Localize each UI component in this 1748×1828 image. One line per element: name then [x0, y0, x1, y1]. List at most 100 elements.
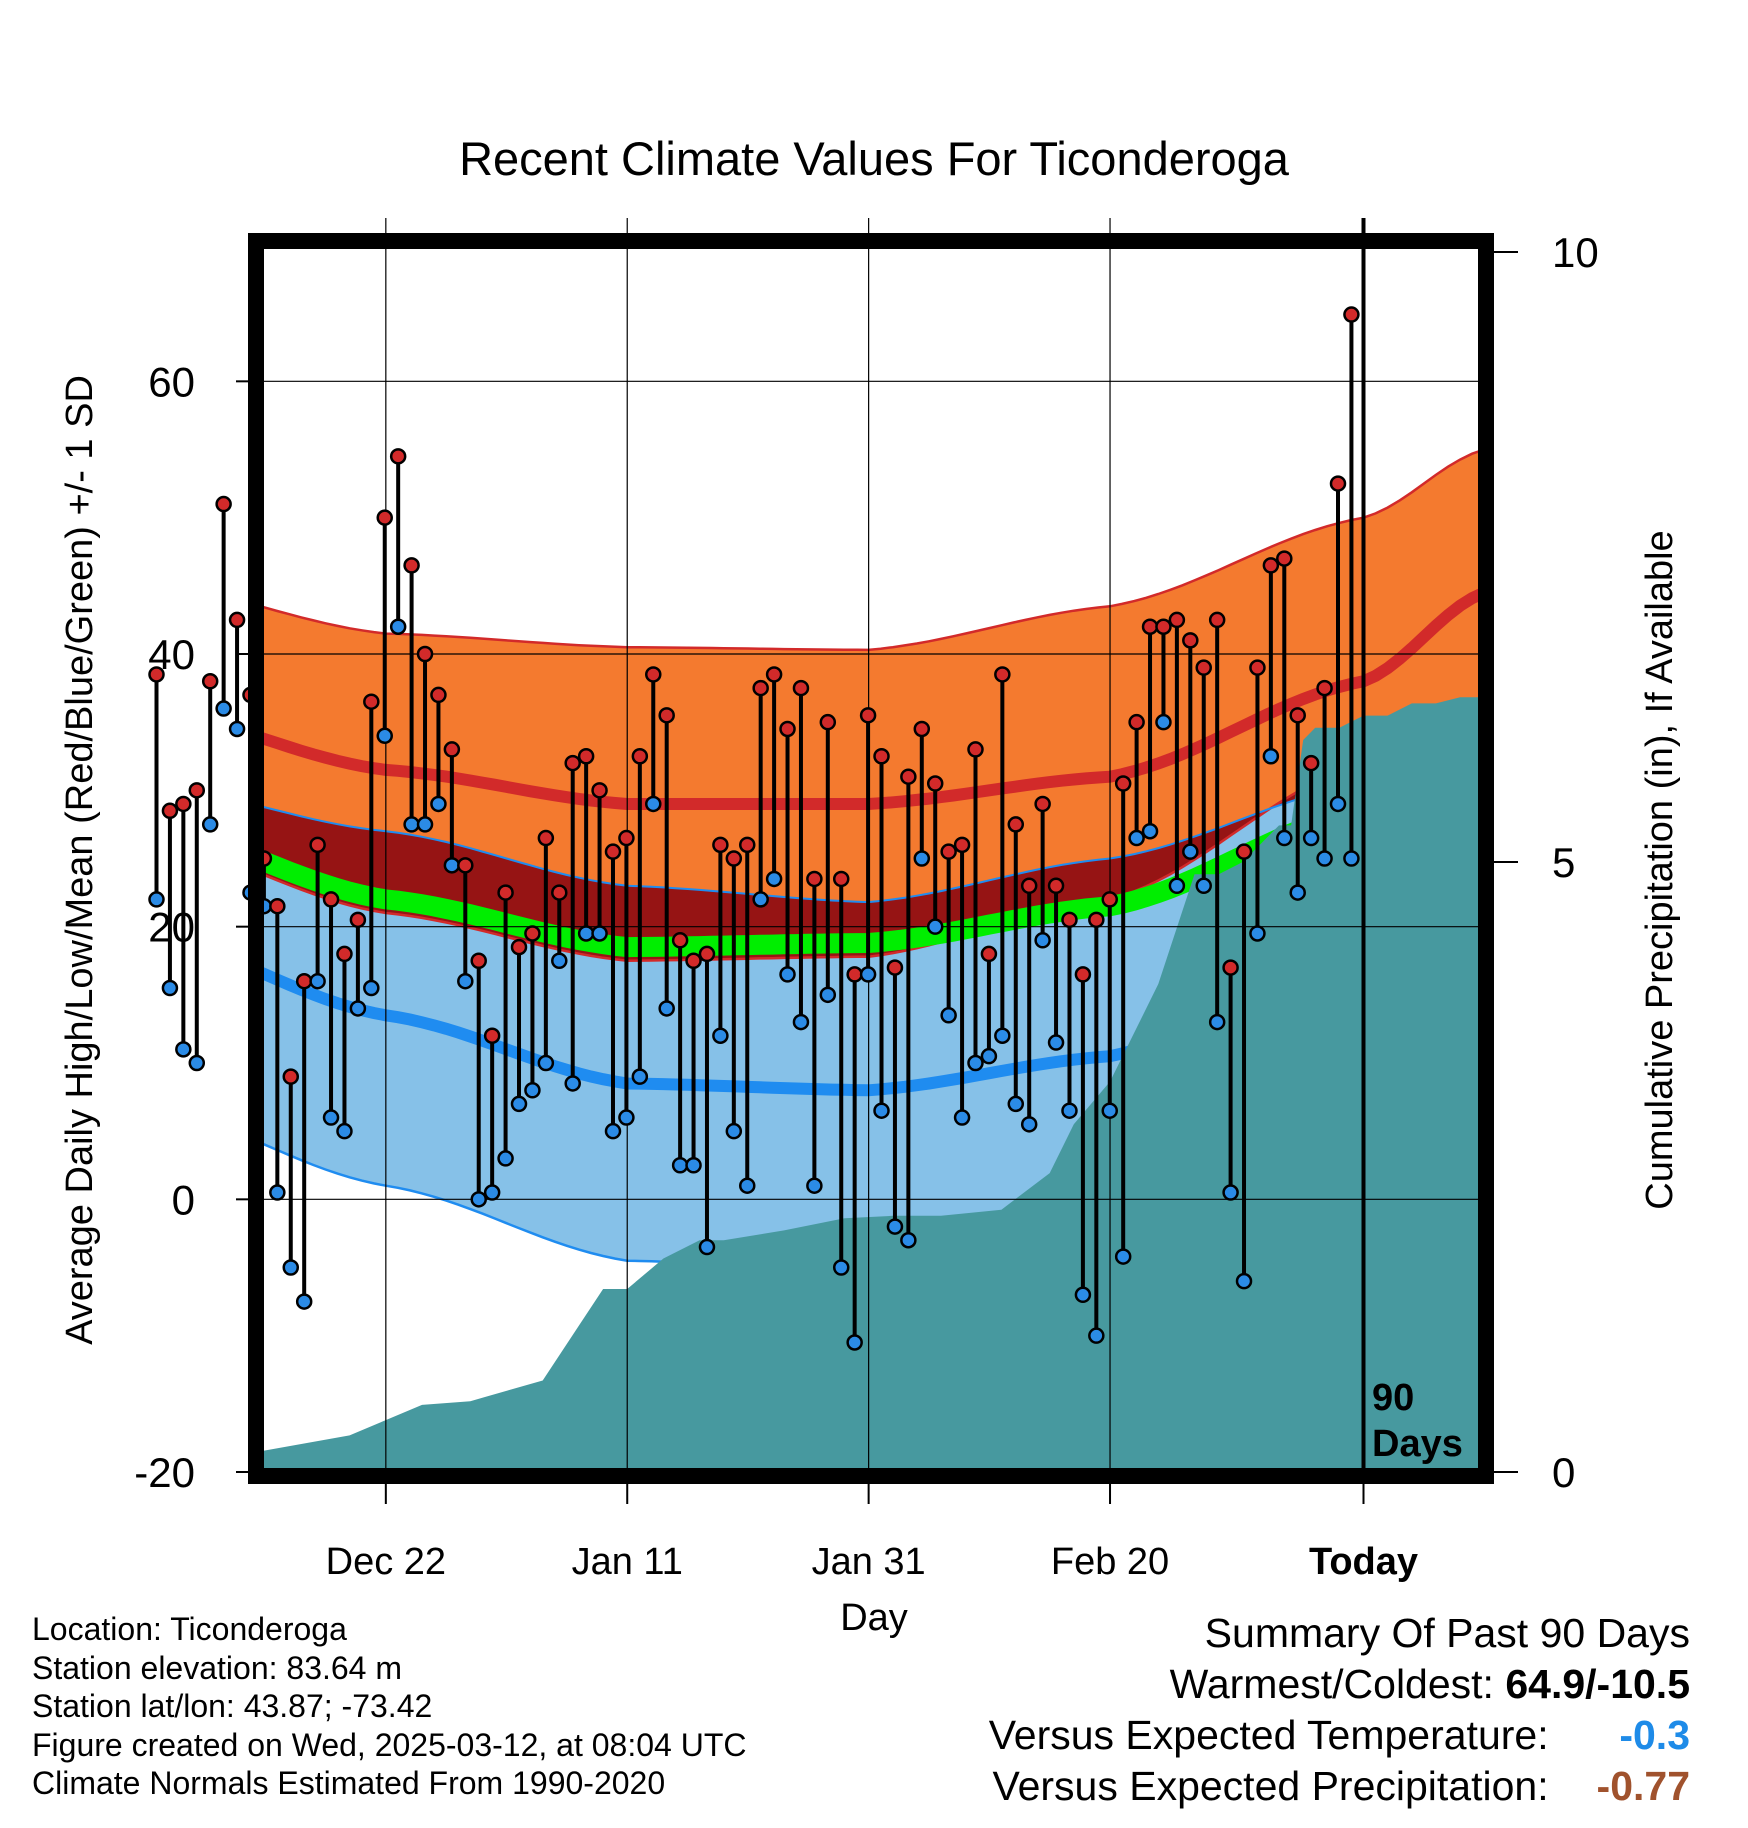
daily-high-point — [215, 495, 232, 513]
daily-high-point — [1182, 632, 1199, 649]
daily-high-point — [604, 843, 622, 860]
high-mean-line — [260, 587, 1482, 810]
daily-high-point — [1316, 679, 1333, 697]
daily-low-point — [1262, 748, 1280, 765]
daily-high-point — [792, 679, 810, 697]
daily-high-point — [1114, 775, 1132, 792]
y-axis-label: Average Daily High/Low/Mean (Red/Blue/Gr… — [59, 375, 101, 1345]
daily-low-point — [1222, 1184, 1239, 1201]
daily-low-point — [403, 816, 420, 833]
daily-high-point — [698, 945, 716, 963]
daily-low-point — [873, 1102, 890, 1119]
location-text: Location: Ticonderoga — [32, 1611, 347, 1647]
daily-low-point — [926, 918, 944, 935]
daily-high-point — [873, 748, 890, 765]
daily-low-point — [1114, 1248, 1132, 1265]
today-marker-label: Days — [1372, 1423, 1463, 1465]
daily-low-point — [631, 1068, 649, 1085]
warm-cold-label: Warmest/Coldest: — [1169, 1661, 1494, 1707]
daily-high-point — [363, 693, 380, 710]
daily-low-point — [577, 925, 595, 942]
daily-low-point — [228, 720, 246, 738]
daily-high-point — [577, 748, 595, 765]
daily-low-point — [819, 986, 837, 1004]
daily-low-point — [524, 1082, 541, 1099]
daily-high-point — [1208, 611, 1226, 629]
daily-low-point — [1289, 884, 1306, 901]
daily-high-point — [175, 795, 192, 813]
daily-high-point — [457, 857, 474, 874]
daily-high-point — [1235, 843, 1253, 860]
daily-low-point — [980, 1047, 998, 1065]
daily-low-point — [175, 1041, 192, 1058]
daily-low-point — [779, 966, 796, 983]
daily-low-point — [953, 1109, 971, 1126]
daily-high-point — [537, 829, 555, 847]
daily-low-point — [430, 795, 447, 813]
daily-low-point — [322, 1109, 340, 1126]
station-info: Location: Ticonderoga Station elevation:… — [32, 1610, 832, 1803]
daily-high-point — [1007, 816, 1025, 833]
daily-low-point — [148, 891, 165, 908]
daily-low-point — [1020, 1116, 1038, 1133]
daily-low-point — [188, 1054, 206, 1072]
high-sd-upper-line — [260, 448, 1482, 652]
daily-low-point — [483, 1184, 501, 1201]
daily-high-point — [201, 673, 219, 690]
daily-low-point — [1208, 1013, 1226, 1031]
daily-high-point — [309, 836, 326, 854]
daily-low-point — [457, 972, 474, 990]
daily-low-point — [269, 1184, 286, 1201]
daily-high-point — [295, 972, 313, 990]
daily-low-point — [712, 1027, 729, 1044]
x-tick-label: Jan 31 — [812, 1541, 926, 1583]
daily-low-point — [551, 952, 568, 969]
daily-low-point — [940, 1007, 957, 1024]
daily-low-point — [1276, 829, 1293, 847]
daily-low-point — [792, 1013, 810, 1031]
daily-low-point — [336, 1122, 353, 1140]
daily-low-point — [1088, 1327, 1105, 1344]
daily-high-point — [1222, 959, 1239, 976]
daily-high-point — [228, 611, 246, 629]
daily-low-point — [1316, 850, 1333, 867]
daily-low-point — [1034, 932, 1051, 949]
x-tick-label: Today — [1309, 1541, 1418, 1583]
daily-high-point — [1020, 877, 1038, 895]
y-tick-label: 60 — [148, 358, 195, 405]
daily-low-point — [363, 979, 380, 997]
daily-low-point — [201, 816, 219, 833]
daily-low-point — [1007, 1095, 1025, 1113]
daily-high-point — [806, 870, 823, 888]
daily-low-point — [886, 1218, 904, 1235]
daily-low-point — [1249, 925, 1266, 942]
daily-low-point — [1182, 843, 1199, 860]
y2-tick-label: 5 — [1552, 839, 1575, 886]
precip-label: Versus Expected Precipitation: — [992, 1763, 1549, 1809]
daily-low-point — [591, 925, 608, 942]
daily-high-point — [832, 870, 850, 888]
daily-high-point — [416, 645, 434, 663]
daily-high-point — [967, 741, 984, 758]
daily-low-point — [215, 700, 232, 717]
daily-low-point — [846, 1334, 863, 1351]
daily-low-point — [1195, 877, 1212, 895]
daily-high-point — [886, 959, 904, 976]
daily-high-point — [1101, 891, 1119, 908]
daily-low-point — [282, 1259, 300, 1276]
daily-high-point — [389, 448, 407, 465]
daily-low-point — [1074, 1286, 1092, 1304]
daily-high-point — [739, 836, 756, 854]
daily-high-point — [1034, 795, 1051, 813]
daily-high-point — [1168, 611, 1186, 629]
daily-low-point — [658, 1000, 675, 1017]
daily-high-point — [645, 666, 662, 683]
daily-low-point — [497, 1150, 514, 1167]
precip-value: -0.77 — [1596, 1763, 1690, 1809]
daily-high-point — [564, 754, 581, 772]
daily-low-point — [389, 618, 407, 635]
y-tick-label: -20 — [134, 1449, 195, 1496]
daily-low-point — [470, 1191, 487, 1208]
daily-high-point — [779, 720, 796, 738]
